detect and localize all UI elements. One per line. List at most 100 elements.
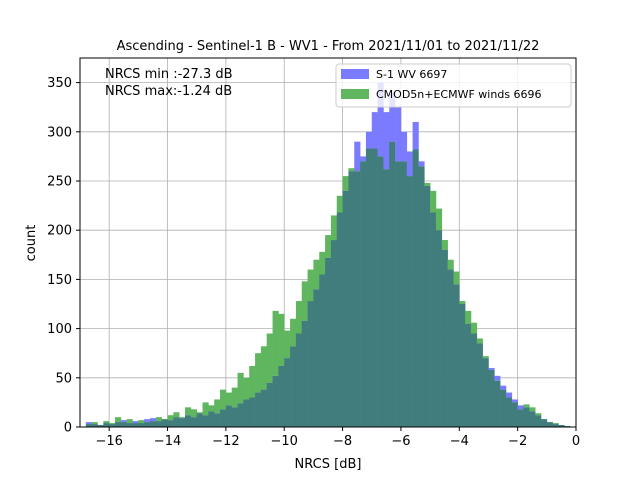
x-tick-label: −14	[154, 434, 181, 449]
bar-overlap	[505, 397, 513, 427]
bar-overlap	[552, 424, 559, 427]
bar-cmod5n	[208, 405, 215, 412]
bar-overlap	[231, 407, 238, 427]
ticks-layer: −16 −14 −12 −10 −8 −6 −4 −2 0 0 50 100 150 200 250 300 3…	[47, 76, 580, 449]
bar-s1	[377, 82, 384, 157]
bar-overlap	[424, 185, 431, 427]
bar-cmod5n	[435, 208, 443, 231]
bar-overlap	[389, 141, 396, 427]
y-tick-label: 100	[47, 322, 72, 337]
bar-overlap	[354, 171, 361, 427]
bar-overlap	[126, 423, 133, 427]
bar-s1	[511, 399, 518, 403]
bar-overlap	[120, 422, 127, 427]
bar-cmod5n	[225, 392, 233, 406]
bar-s1	[85, 422, 92, 425]
bar-overlap	[470, 333, 478, 427]
chart-title: Ascending - Sentinel-1 B - WV1 - From 20…	[117, 39, 540, 54]
bar-overlap	[517, 409, 524, 427]
bar-cmod5n	[115, 417, 122, 423]
bar-cmod5n	[348, 168, 355, 172]
bar-cmod5n	[453, 271, 460, 285]
y-tick-label: 250	[47, 175, 72, 190]
bar-s1	[488, 367, 495, 370]
bar-cmod5n	[231, 387, 238, 408]
y-tick-label: 200	[47, 224, 72, 239]
bar-s1	[400, 131, 408, 162]
bar-cmod5n	[342, 176, 349, 191]
bar-overlap	[511, 402, 518, 427]
bar-overlap	[85, 424, 92, 427]
bar-overlap	[400, 161, 408, 427]
nrcs-min-annotation: NRCS min :-27.3 dB	[105, 67, 233, 82]
bar-overlap	[109, 424, 116, 427]
bar-overlap	[185, 415, 192, 427]
bar-cmod5n	[179, 417, 186, 419]
bar-overlap	[558, 425, 565, 427]
bar-overlap	[435, 230, 443, 427]
x-axis-label: NRCS [dB]	[295, 457, 362, 472]
bar-cmod5n	[552, 423, 559, 425]
bar-cmod5n	[255, 353, 262, 393]
bar-overlap	[295, 333, 303, 427]
bar-overlap	[208, 411, 215, 427]
bars-layer	[85, 82, 571, 428]
bar-overlap	[179, 418, 186, 427]
bar-cmod5n	[529, 407, 536, 412]
bar-overlap	[132, 423, 139, 427]
bar-cmod5n	[319, 251, 326, 275]
bar-overlap	[360, 161, 367, 427]
bar-cmod5n	[301, 281, 308, 321]
bar-cmod5n	[441, 240, 448, 250]
bar-cmod5n	[290, 318, 297, 347]
bar-overlap	[290, 346, 297, 427]
bar-s1	[406, 151, 413, 177]
bar-cmod5n	[482, 356, 489, 359]
y-tick-label: 350	[47, 76, 72, 91]
bar-cmod5n	[91, 422, 98, 425]
bar-overlap	[260, 389, 268, 427]
x-tick-label: −2	[508, 434, 527, 449]
bar-overlap	[103, 423, 110, 427]
bar-cmod5n	[155, 417, 162, 422]
y-axis-label: count	[24, 225, 39, 262]
bar-s1	[354, 141, 361, 172]
bar-overlap	[202, 415, 209, 427]
bar-overlap	[319, 274, 326, 427]
bar-cmod5n	[103, 421, 110, 424]
bar-overlap	[249, 397, 256, 427]
bar-cmod5n	[260, 346, 268, 390]
bar-overlap	[155, 421, 162, 427]
bar-overlap	[272, 375, 279, 427]
bar-overlap	[395, 161, 402, 427]
bar-overlap	[190, 417, 198, 427]
bar-s1	[412, 121, 419, 150]
bar-overlap	[529, 411, 536, 427]
bar-overlap	[348, 171, 355, 427]
bar-overlap	[494, 380, 501, 427]
bar-overlap	[383, 169, 390, 427]
bar-overlap	[430, 212, 437, 427]
bar-s1	[120, 420, 127, 423]
bar-overlap	[97, 425, 104, 427]
bar-cmod5n	[284, 330, 291, 359]
bar-cmod5n	[220, 389, 227, 410]
bar-cmod5n	[459, 301, 466, 304]
bar-overlap	[535, 415, 542, 427]
bar-overlap	[412, 149, 419, 427]
bar-overlap	[144, 422, 151, 427]
bar-cmod5n	[173, 412, 180, 418]
y-tick-label: 300	[47, 125, 72, 140]
x-tick-label: 0	[572, 434, 580, 449]
bar-overlap	[243, 399, 250, 427]
bar-overlap	[540, 419, 548, 427]
plot-area: −16 −14 −12 −10 −8 −6 −4 −2 0 0 50 100 150 200 250 300 3…	[47, 57, 580, 449]
bar-overlap	[150, 421, 157, 427]
bar-overlap	[336, 212, 343, 427]
bar-s1	[150, 418, 157, 422]
x-tick-label: −4	[450, 434, 469, 449]
x-tick-label: −12	[212, 434, 239, 449]
bar-cmod5n	[196, 412, 203, 414]
bar-s1	[371, 112, 378, 149]
